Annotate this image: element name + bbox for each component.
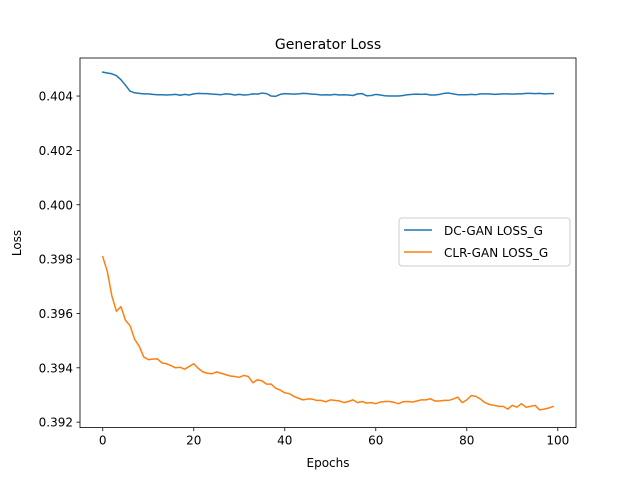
series-line-clr-gan: [101, 255, 555, 411]
y-tick-label: 0.394: [39, 361, 73, 375]
y-axis: 0.392 0.394 0.396 0.398 0.400 0.402 0.404: [39, 90, 80, 430]
x-axis-label: Epochs: [307, 456, 350, 470]
y-tick-label: 0.400: [39, 198, 73, 212]
x-axis: 0 20 40 60 80 100: [99, 427, 569, 448]
y-tick-label: 0.398: [39, 253, 73, 267]
y-tick-label: 0.392: [39, 416, 73, 430]
x-tick-label: 80: [459, 434, 474, 448]
x-tick-label: 60: [368, 434, 383, 448]
x-tick-label: 40: [277, 434, 292, 448]
x-tick-label: 20: [186, 434, 201, 448]
x-tick-label: 100: [546, 434, 569, 448]
series-line-dc-gan: [101, 71, 554, 98]
y-tick-label: 0.404: [39, 90, 73, 104]
legend-label-clr-gan: CLR-GAN LOSS_G: [444, 246, 548, 260]
y-tick-label: 0.396: [39, 307, 73, 321]
legend-box: [398, 217, 571, 267]
axes-frame: [79, 57, 577, 429]
x-tick-label: 0: [99, 434, 107, 448]
chart-title: Generator Loss: [275, 37, 381, 53]
y-tick-label: 0.402: [39, 144, 73, 158]
plot-lines: [101, 71, 555, 411]
legend: DC-GAN LOSS_G CLR-GAN LOSS_G: [398, 217, 571, 267]
y-axis-label: Loss: [10, 230, 24, 256]
legend-label-dc-gan: DC-GAN LOSS_G: [444, 224, 543, 238]
